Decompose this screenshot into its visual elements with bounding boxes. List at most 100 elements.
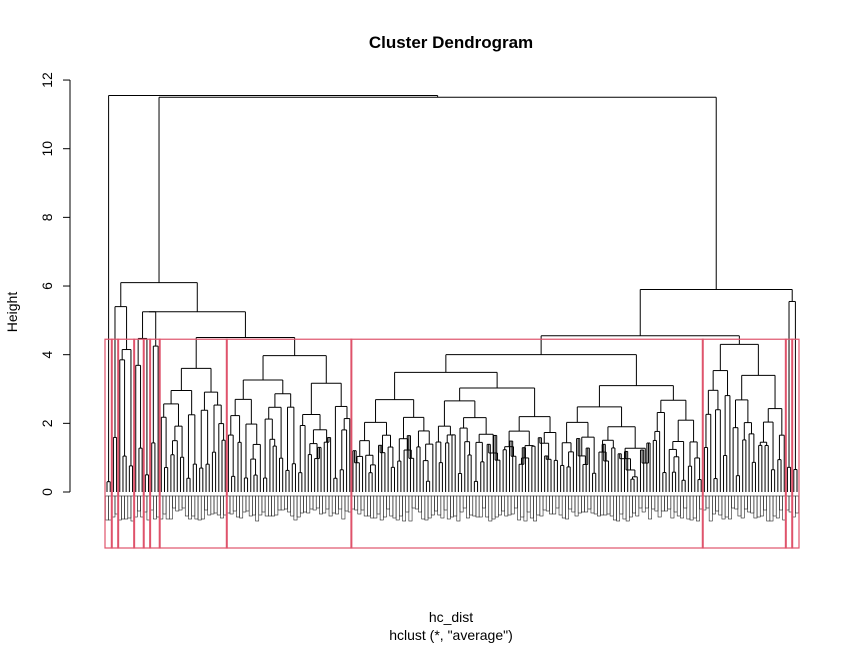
leaf-label-mark — [731, 495, 736, 509]
leaf-label-mark — [597, 495, 601, 517]
leaf-label-mark — [137, 495, 141, 512]
y-axis: 0 2 4 6 8 10 12 — [39, 72, 71, 496]
leaf-label-mark — [648, 495, 652, 520]
leaf-label-mark — [405, 495, 410, 513]
x-axis-label: hc_dist — [429, 609, 473, 625]
leaf-label-mark — [539, 495, 544, 517]
leaf-label-mark — [533, 495, 537, 522]
cluster-box — [142, 338, 152, 549]
y-tick-label: 2 — [39, 419, 55, 427]
leaf-label-mark — [312, 495, 317, 511]
leaf-label-mark — [344, 495, 349, 512]
cluster-box — [110, 338, 120, 549]
leaf-label-mark — [478, 495, 483, 518]
leaf-label-mark — [216, 495, 221, 516]
leaf-label-mark — [619, 495, 624, 515]
leaf-label-mark — [635, 495, 640, 517]
leaf-label-mark — [188, 495, 192, 520]
leaf-label-mark — [462, 495, 467, 509]
leaf-label-mark — [680, 495, 684, 519]
cluster-box — [117, 338, 136, 549]
leaf-label-mark — [239, 495, 244, 519]
leaf-label-mark — [363, 495, 368, 517]
leaf-label-mark — [795, 495, 799, 514]
leaf-label-mark — [651, 495, 656, 510]
leaf-label-mark — [383, 495, 387, 518]
leaf-label-mark — [236, 495, 240, 518]
leaf-label-mark — [437, 495, 442, 516]
leaf-label-mark — [194, 495, 199, 520]
leaf-label-mark — [587, 495, 592, 510]
leaf-label-mark — [779, 495, 783, 511]
leaf-label-mark — [386, 495, 391, 510]
leaf-label-mark — [178, 495, 183, 511]
leaf-label-mark — [453, 495, 458, 517]
leaf-label-mark — [290, 495, 295, 517]
leaf-label-mark — [609, 495, 614, 517]
leaf-label-mark — [686, 495, 691, 520]
leaf-label-mark — [124, 495, 129, 520]
leaf-label-mark — [446, 495, 451, 520]
leaf-label-mark — [616, 495, 621, 522]
leaf-label-mark — [306, 495, 311, 514]
leaf-label-mark — [724, 495, 729, 518]
leaf-label-mark — [558, 495, 563, 516]
leaf-label-mark — [168, 495, 173, 520]
leaf-label-mark — [708, 495, 713, 522]
leaf-label-mark — [165, 495, 170, 520]
leaf-label-mark — [715, 495, 720, 512]
leaf-label-mark — [373, 495, 378, 519]
leaf-label-mark — [210, 495, 215, 515]
cluster-box — [350, 338, 704, 549]
leaf-label-mark — [482, 495, 486, 509]
leaf-label-mark — [127, 495, 132, 519]
leaf-label-mark — [501, 495, 506, 512]
leaf-label-mark — [197, 495, 202, 521]
leaf-label-mark — [271, 495, 276, 517]
leaf-label-mark — [673, 495, 678, 513]
leaf-label-mark — [622, 495, 627, 520]
leaf-label-mark — [398, 495, 403, 517]
leaf-label-mark — [756, 495, 761, 518]
leaf-label-mark — [555, 495, 560, 509]
leaf-label-mark — [248, 495, 253, 517]
leaf-label-mark — [660, 495, 665, 512]
leaf-label-mark — [769, 495, 774, 522]
leaf-labels — [105, 495, 799, 522]
leaf-label-mark — [491, 495, 496, 520]
leaf-label-mark — [603, 495, 608, 516]
leaf-label-mark — [245, 495, 250, 512]
leaf-label-mark — [395, 495, 400, 521]
leaf-label-mark — [590, 495, 595, 514]
leaf-label-mark — [424, 495, 429, 521]
leaf-label-mark — [654, 495, 659, 512]
leaf-label-mark — [172, 495, 176, 509]
cluster-cut-boxes — [104, 338, 800, 549]
leaf-label-mark — [747, 495, 751, 513]
leaf-label-mark — [283, 495, 288, 510]
leaf-label-mark — [510, 495, 515, 515]
leaf-label-mark — [638, 495, 643, 509]
leaf-label-mark — [552, 495, 557, 515]
leaf-label-mark — [392, 495, 397, 519]
leaf-label-mark — [105, 495, 109, 521]
leaf-label-mark — [689, 495, 694, 521]
leaf-label-mark — [440, 495, 445, 519]
leaf-label-mark — [207, 495, 212, 516]
leaf-label-mark — [280, 495, 285, 511]
leaf-label-mark — [408, 495, 413, 522]
leaf-label-mark — [153, 495, 157, 520]
leaf-label-mark — [664, 495, 668, 512]
leaf-label-mark — [529, 495, 534, 519]
leaf-label-mark — [520, 495, 525, 518]
leaf-label-mark — [357, 495, 362, 515]
leaf-label-mark — [772, 495, 777, 517]
leaf-label-mark — [488, 495, 493, 522]
leaf-label-mark — [696, 495, 700, 522]
leaf-label-mark — [600, 495, 605, 516]
leaf-label-mark — [459, 495, 464, 513]
cluster-box — [158, 338, 228, 549]
leaf-label-mark — [692, 495, 697, 519]
leaf-label-mark — [526, 495, 531, 513]
y-tick-label: 10 — [39, 141, 55, 157]
